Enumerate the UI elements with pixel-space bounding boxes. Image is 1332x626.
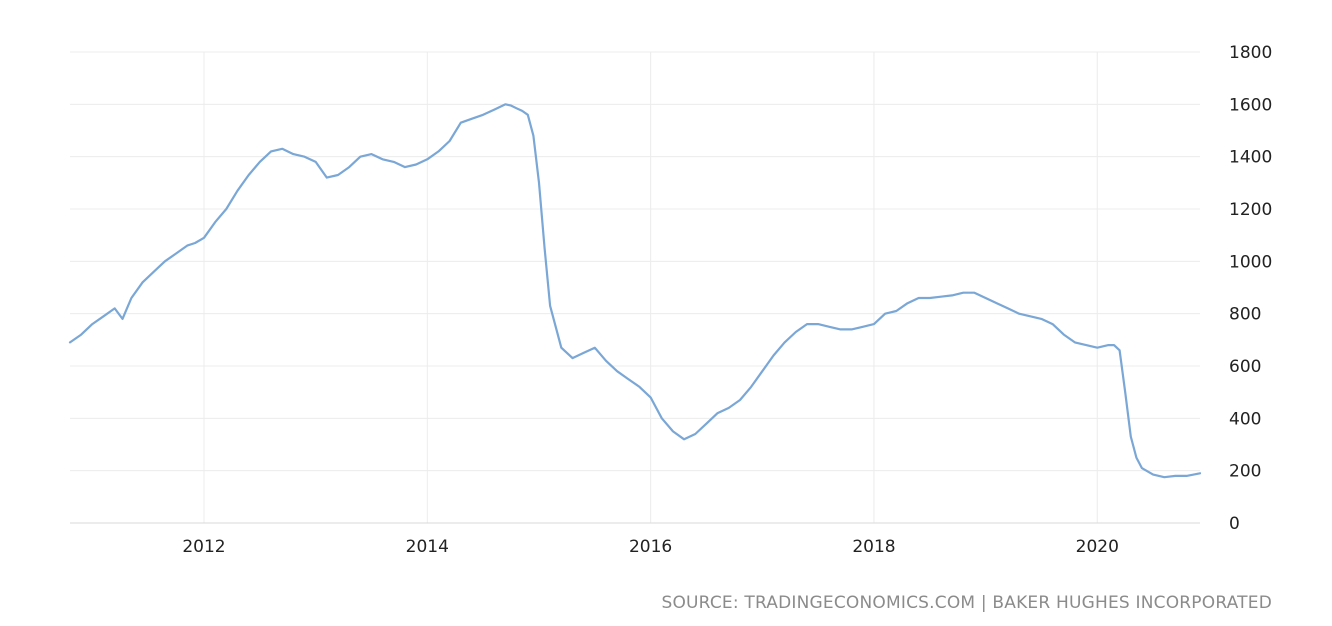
series-line	[68, 103, 1202, 479]
y-tick-label: 800	[1229, 305, 1261, 325]
y-tick-label: 600	[1229, 357, 1261, 377]
x-tick-label: 2018	[852, 537, 895, 557]
x-tick-label: 2020	[1076, 537, 1119, 557]
y-axis-ticks: 0 200 400 600 800 1000 1200 1400 1600 1800	[1229, 43, 1272, 534]
x-axis-ticks: 2012 2014 2016 2018 2020	[182, 537, 1119, 557]
x-tick-label: 2016	[629, 537, 672, 557]
grid	[70, 51, 1200, 523]
x-tick-label: 2014	[406, 537, 449, 557]
y-tick-label: 400	[1229, 409, 1261, 429]
series-layer	[68, 103, 1202, 479]
x-tick-label: 2012	[182, 537, 225, 557]
y-tick-label: 1800	[1229, 43, 1272, 63]
y-tick-label: 1400	[1229, 148, 1272, 168]
y-tick-label: 0	[1229, 514, 1240, 534]
y-tick-label: 1000	[1229, 252, 1272, 272]
y-tick-label: 200	[1229, 462, 1261, 482]
y-tick-label: 1600	[1229, 95, 1272, 115]
source-caption: SOURCE: TRADINGECONOMICS.COM | BAKER HUG…	[661, 593, 1272, 613]
y-tick-label: 1200	[1229, 200, 1272, 220]
